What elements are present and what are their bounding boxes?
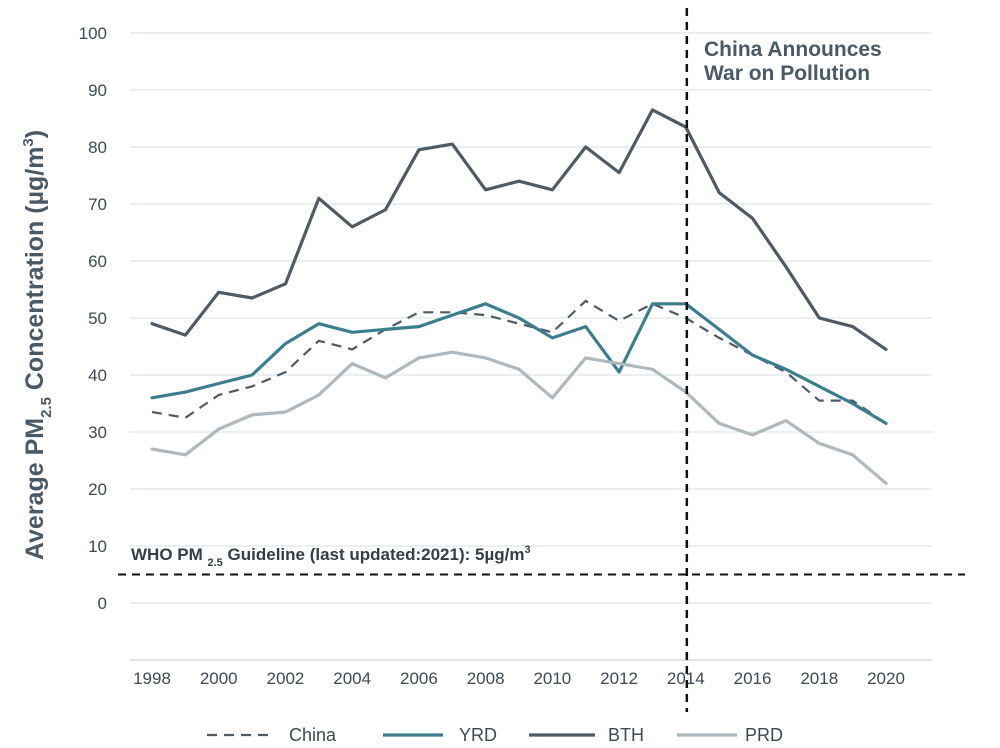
y-tick-label: 50 [88, 309, 107, 328]
x-tick-label: 2008 [467, 669, 505, 688]
y-tick-label: 20 [88, 480, 107, 499]
y-tick-label: 10 [88, 537, 107, 556]
legend: China YRD BTH PRD [207, 725, 783, 745]
series-line-yrd [150, 302, 888, 425]
y-axis: 0 10 20 30 40 50 60 70 80 90 100 [79, 24, 107, 613]
y-tick-label: 70 [88, 195, 107, 214]
y-tick-label: 30 [88, 423, 107, 442]
grid [130, 32, 932, 661]
y-tick-label: 60 [88, 252, 107, 271]
series-line-bth [150, 108, 888, 351]
x-tick-label: 2000 [200, 669, 238, 688]
legend-label-china: China [289, 725, 337, 745]
y-axis-label: Average PM2.5 Concentration (µg/m3) [20, 130, 55, 560]
x-tick-label: 1998 [133, 669, 171, 688]
x-axis: 1998 2000 2002 2004 2006 2008 2010 2012 2014 2016… [133, 669, 905, 688]
who-guideline-label: WHO PM 2.5 Guideline (last updated:2021)… [131, 544, 531, 569]
legend-label-bth: BTH [608, 725, 644, 745]
y-tick-label: 80 [88, 138, 107, 157]
event-annotation-line-1: China Announces [704, 38, 882, 61]
x-tick-label: 2018 [800, 669, 838, 688]
series-line-prd [150, 350, 888, 485]
x-tick-label: 2012 [600, 669, 638, 688]
x-tick-label: 2016 [734, 669, 772, 688]
y-tick-label: 90 [88, 81, 107, 100]
x-tick-label: 2002 [267, 669, 305, 688]
x-tick-label: 2014 [667, 669, 705, 688]
y-tick-label: 100 [79, 24, 107, 43]
series-lines [150, 108, 888, 485]
event-annotation-line-2: War on Pollution [704, 62, 870, 85]
x-tick-label: 2010 [533, 669, 571, 688]
x-tick-label: 2020 [867, 669, 905, 688]
x-tick-label: 2004 [333, 669, 371, 688]
legend-label-prd: PRD [745, 725, 783, 745]
y-tick-label: 40 [88, 366, 107, 385]
y-tick-label: 0 [98, 594, 107, 613]
x-tick-label: 2006 [400, 669, 438, 688]
legend-label-yrd: YRD [459, 725, 497, 745]
